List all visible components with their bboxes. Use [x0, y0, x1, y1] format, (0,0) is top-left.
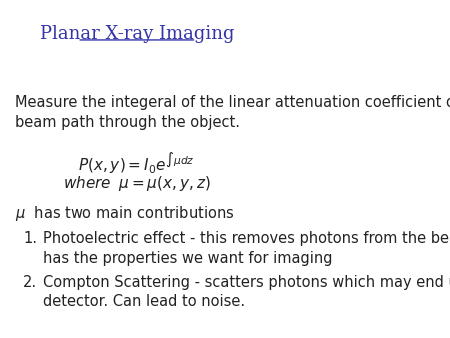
Text: $\mu$  has two main contributions: $\mu$ has two main contributions — [15, 204, 234, 223]
Text: $P(x,y) = I_0 e^{\int \mu dz}$: $P(x,y) = I_0 e^{\int \mu dz}$ — [78, 150, 195, 177]
Text: $where \;\; \mu = \mu(x,y,z)$: $where \;\; \mu = \mu(x,y,z)$ — [63, 174, 211, 193]
Text: Compton Scattering - scatters photons which may end up in the
detector. Can lead: Compton Scattering - scatters photons wh… — [43, 274, 450, 309]
Text: 2.: 2. — [23, 274, 37, 290]
Text: Measure the integeral of the linear attenuation coefficient over the
beam path t: Measure the integeral of the linear atte… — [15, 95, 450, 130]
Text: Photoelectric effect - this removes photons from the beam and
has the properties: Photoelectric effect - this removes phot… — [43, 231, 450, 266]
Text: 1.: 1. — [23, 231, 37, 246]
Text: Planar X-ray Imaging: Planar X-ray Imaging — [40, 25, 234, 43]
